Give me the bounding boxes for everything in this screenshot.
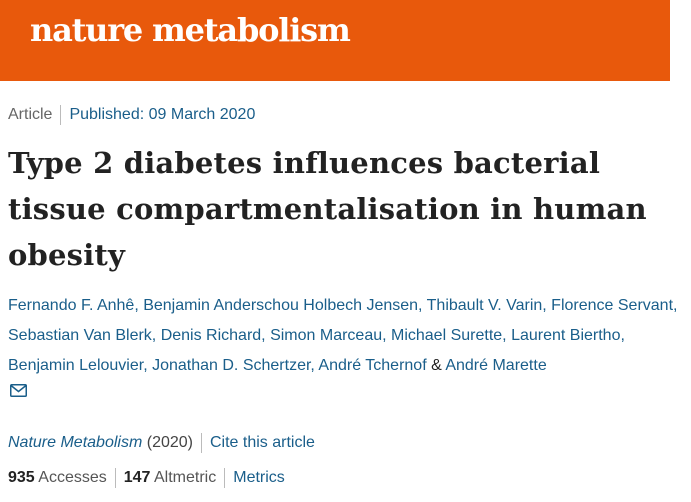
author-link[interactable]: Florence Servant xyxy=(551,297,674,314)
accesses-count: 935 xyxy=(8,469,35,486)
metrics-link[interactable]: Metrics xyxy=(233,469,285,486)
article-title: Type 2 diabetes influences bacterial tis… xyxy=(8,146,647,272)
article-type: Article xyxy=(8,106,53,123)
accesses-label: Accesses xyxy=(38,469,107,486)
journal-name[interactable]: Nature Metabolism xyxy=(8,434,143,451)
journal-header: nature metabolism xyxy=(0,0,670,81)
author-link[interactable]: André Marette xyxy=(445,357,547,374)
cite-this-article-link[interactable]: Cite this article xyxy=(209,434,315,451)
divider xyxy=(60,104,62,125)
author-link[interactable]: Fernando F. Anhê xyxy=(8,297,135,314)
author-link[interactable]: Sebastian Van Blerk xyxy=(8,327,152,344)
article-stats: 935 Accesses 147 Altmetric Metrics xyxy=(8,467,285,489)
publication-year: (2020) xyxy=(146,434,193,451)
author-link[interactable]: André Tchernof xyxy=(318,357,427,374)
envelope-icon[interactable] xyxy=(10,384,27,397)
citation-line: Nature Metabolism (2020) Cite this articl… xyxy=(8,432,315,454)
author-link[interactable]: Michael Surette xyxy=(391,327,503,344)
article-meta: Article Published: 09 March 2020 xyxy=(8,104,255,126)
author-list: Fernando F. Anhê, Benjamin Anderschou Ho… xyxy=(8,297,678,374)
author-link[interactable]: Benjamin Lelouvier xyxy=(8,357,144,374)
author-link[interactable]: Thibault V. Varin xyxy=(426,297,543,314)
author-link[interactable]: Jonathan D. Schertzer xyxy=(152,357,311,374)
author-link[interactable]: Laurent Biertho xyxy=(511,327,621,344)
author-conjunction: & xyxy=(431,357,442,374)
journal-logo[interactable]: nature metabolism xyxy=(30,11,351,49)
divider xyxy=(200,432,202,453)
author-link[interactable]: Simon Marceau xyxy=(270,327,383,344)
divider xyxy=(114,467,116,488)
altmetric-label: Altmetric xyxy=(154,469,217,486)
altmetric-count: 147 xyxy=(123,469,151,486)
divider xyxy=(224,467,226,488)
published-date-link[interactable]: Published: 09 March 2020 xyxy=(69,106,256,123)
author-link[interactable]: Denis Richard xyxy=(160,327,262,344)
author-link[interactable]: Benjamin Anderschou Holbech Jensen xyxy=(143,297,419,314)
